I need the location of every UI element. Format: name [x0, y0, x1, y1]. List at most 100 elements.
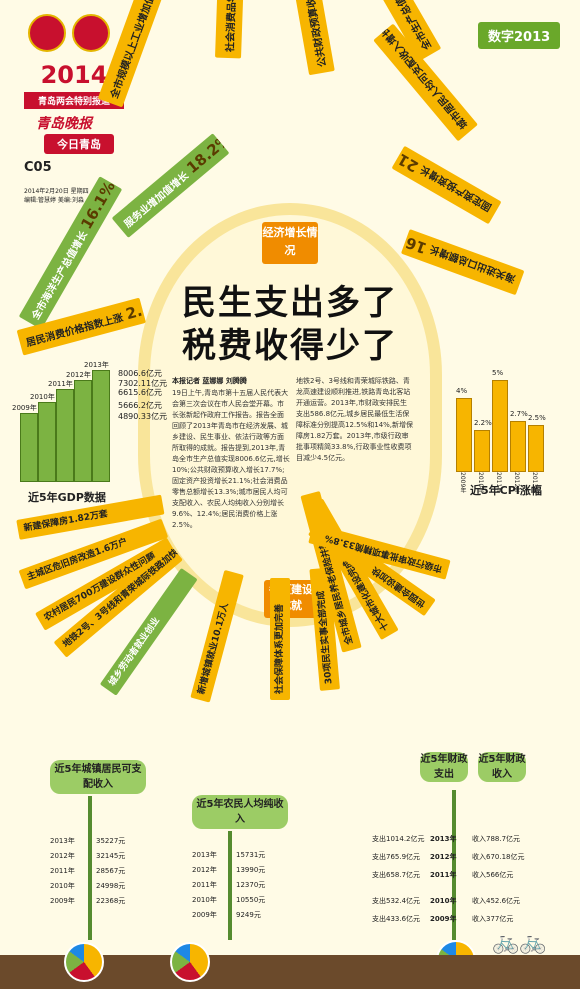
- construction-ray: 社会保障体系更加完善: [270, 578, 290, 700]
- income-value: 9249元: [236, 911, 261, 919]
- cpi-value-label: 2.5%: [528, 414, 546, 422]
- plant-stem: [88, 796, 92, 940]
- paper-logo: 青岛晚报: [36, 116, 92, 132]
- cpi-bar: [474, 430, 490, 472]
- finance-stem: [452, 790, 456, 940]
- expense-value: 支出532.4亿元: [372, 897, 421, 905]
- income-value: 22368元: [96, 897, 126, 905]
- cpi-year-label: 2011年: [495, 472, 502, 494]
- income-year: 2013年: [192, 851, 217, 859]
- urban-income-pie-icon: [64, 942, 104, 982]
- cpi-bar: [456, 398, 472, 472]
- income-year: 2009年: [192, 911, 217, 919]
- byline: 本报记者 蓝娜娜 刘腾腾: [172, 377, 247, 385]
- income-value: 32145元: [96, 852, 126, 860]
- cpi-value-label: 4%: [456, 387, 468, 395]
- income-value: 13990元: [236, 866, 266, 874]
- income-value: 15731元: [236, 851, 266, 859]
- finance-year: 2013年: [430, 835, 457, 843]
- ray-text: 服务业增加值增长: [122, 170, 192, 231]
- expense-value: 支出1014.2亿元: [372, 835, 425, 843]
- editors: 编辑:管慧婷 美编:刘淼: [24, 197, 84, 204]
- expense-value: 支出433.6亿元: [372, 915, 421, 923]
- gdp-value-label: 6615.6亿元: [118, 388, 162, 398]
- gdp-bar: [74, 379, 92, 482]
- headline-line2: 税费收得少了: [182, 326, 398, 366]
- article-right-column: 地铁2号、3号线和青荣城际铁路、青龙高速建设顺利推进,铁路青岛北客站开通运营。2…: [296, 377, 414, 462]
- ray-text: 海关进出口总额增长: [428, 242, 518, 284]
- ray-item: 全市规模以上工业增加值增长1.6万亿元: [97, 0, 182, 108]
- income-year: 2009年: [50, 897, 75, 905]
- income-value: 收入788.7亿元: [472, 835, 521, 843]
- ray-value: 18.2%: [183, 133, 230, 178]
- cpi-year-label: 2012年: [513, 472, 520, 494]
- gdp-year-label: 2009年: [12, 403, 37, 412]
- cpi-chart-title: 近5年CPI涨幅: [470, 484, 542, 497]
- ray-text: 固定资产投资增长: [419, 163, 494, 213]
- finance-year: 2012年: [430, 853, 457, 861]
- gdp-year-label: 2010年: [30, 393, 55, 402]
- cyclists-icon: 🚲🚲: [492, 930, 547, 955]
- income-value: 收入566亿元: [472, 871, 514, 879]
- gdp-bar: [92, 370, 110, 482]
- gdp-value-label: 7302.11亿元: [118, 378, 168, 388]
- income-value: 收入377亿元: [472, 915, 514, 923]
- expense-value: 支出765.9亿元: [372, 853, 421, 861]
- ray-text: 公共财政预算收入增长: [300, 0, 329, 68]
- plant-title: 近5年农民人均纯收入: [192, 795, 288, 829]
- year-badge: 2014: [40, 61, 108, 89]
- cpi-year-label: 2009年: [459, 472, 466, 494]
- expense-value: 支出658.7亿元: [372, 871, 421, 879]
- income-value: 10550元: [236, 896, 266, 904]
- income-value: 24998元: [96, 882, 126, 890]
- article-left-column: 19日上午,青岛市第十五届人民代表大会第三次会议在市人民会堂开幕。市长张新起作政…: [172, 389, 290, 529]
- national-emblem-icon: [28, 14, 66, 52]
- issue-date: 2014年2月20日 星期四: [24, 188, 89, 195]
- finance-year: 2010年: [430, 897, 457, 905]
- cpi-bar: [510, 421, 526, 472]
- finance-expense-title: 近5年财政支出: [420, 752, 468, 782]
- finance-year: 2011年: [430, 871, 457, 879]
- cpi-value-label: 5%: [492, 369, 504, 377]
- ray-item: 社会消费品零售总额增长13.3%: [215, 0, 247, 59]
- income-year: 2012年: [192, 866, 217, 874]
- page-number: C05: [24, 160, 52, 175]
- ray-text: 社会消费品零售总额增长: [225, 0, 240, 52]
- income-year: 2012年: [50, 852, 75, 860]
- plant-stem: [228, 831, 232, 940]
- gdp-year-label: 2013年: [84, 361, 109, 369]
- income-year: 2013年: [50, 837, 75, 845]
- income-value: 收入670.18亿元: [472, 853, 525, 861]
- gdp-year-label: 2011年: [48, 380, 73, 389]
- income-year: 2010年: [192, 896, 217, 904]
- ray-item: 固定资产投资增长21.1%: [391, 145, 502, 225]
- cpi-year-label: 2010年: [477, 472, 484, 494]
- finance-income-title: 近5年财政收入: [478, 752, 526, 782]
- ray-value: 2.5%: [123, 297, 147, 324]
- income-value: 28567元: [96, 867, 126, 875]
- economy-section-box: 经济增长情况: [262, 222, 318, 264]
- income-year: 2011年: [192, 881, 217, 889]
- income-year: 2010年: [50, 882, 75, 890]
- ray-text: 全市规模以上工业增加值增长: [109, 0, 165, 101]
- gdp-value-label: 8006.6亿元: [118, 369, 162, 378]
- income-value: 12370元: [236, 881, 266, 889]
- income-year: 2011年: [50, 867, 75, 875]
- cpi-year-label: 2013年: [531, 472, 538, 494]
- ray-value: 16.1%: [400, 229, 430, 258]
- ray-item: 服务业增加值增长18.2%: [111, 133, 230, 238]
- ray-item: 公共财政预算收入增长17.7%: [281, 0, 335, 76]
- headline-line1: 民生支出多了: [182, 283, 398, 323]
- ray-text: 全市海洋生产总值增长: [30, 229, 90, 322]
- income-value: 35227元: [96, 837, 126, 845]
- gdp-year-label: 2012年: [66, 370, 91, 379]
- ray-value: 21.1%: [391, 145, 422, 176]
- gdp-bar: [56, 389, 74, 482]
- rural-income-pie-icon: [170, 942, 210, 982]
- section-label: 今日青岛: [44, 134, 114, 154]
- gdp-bar: [20, 412, 38, 482]
- finance-year: 2009年: [430, 915, 457, 923]
- gdp-value-label: 4890.33亿元: [118, 411, 168, 421]
- cpi-bar: [492, 380, 508, 472]
- gdp-value-label: 5666.2亿元: [118, 401, 162, 411]
